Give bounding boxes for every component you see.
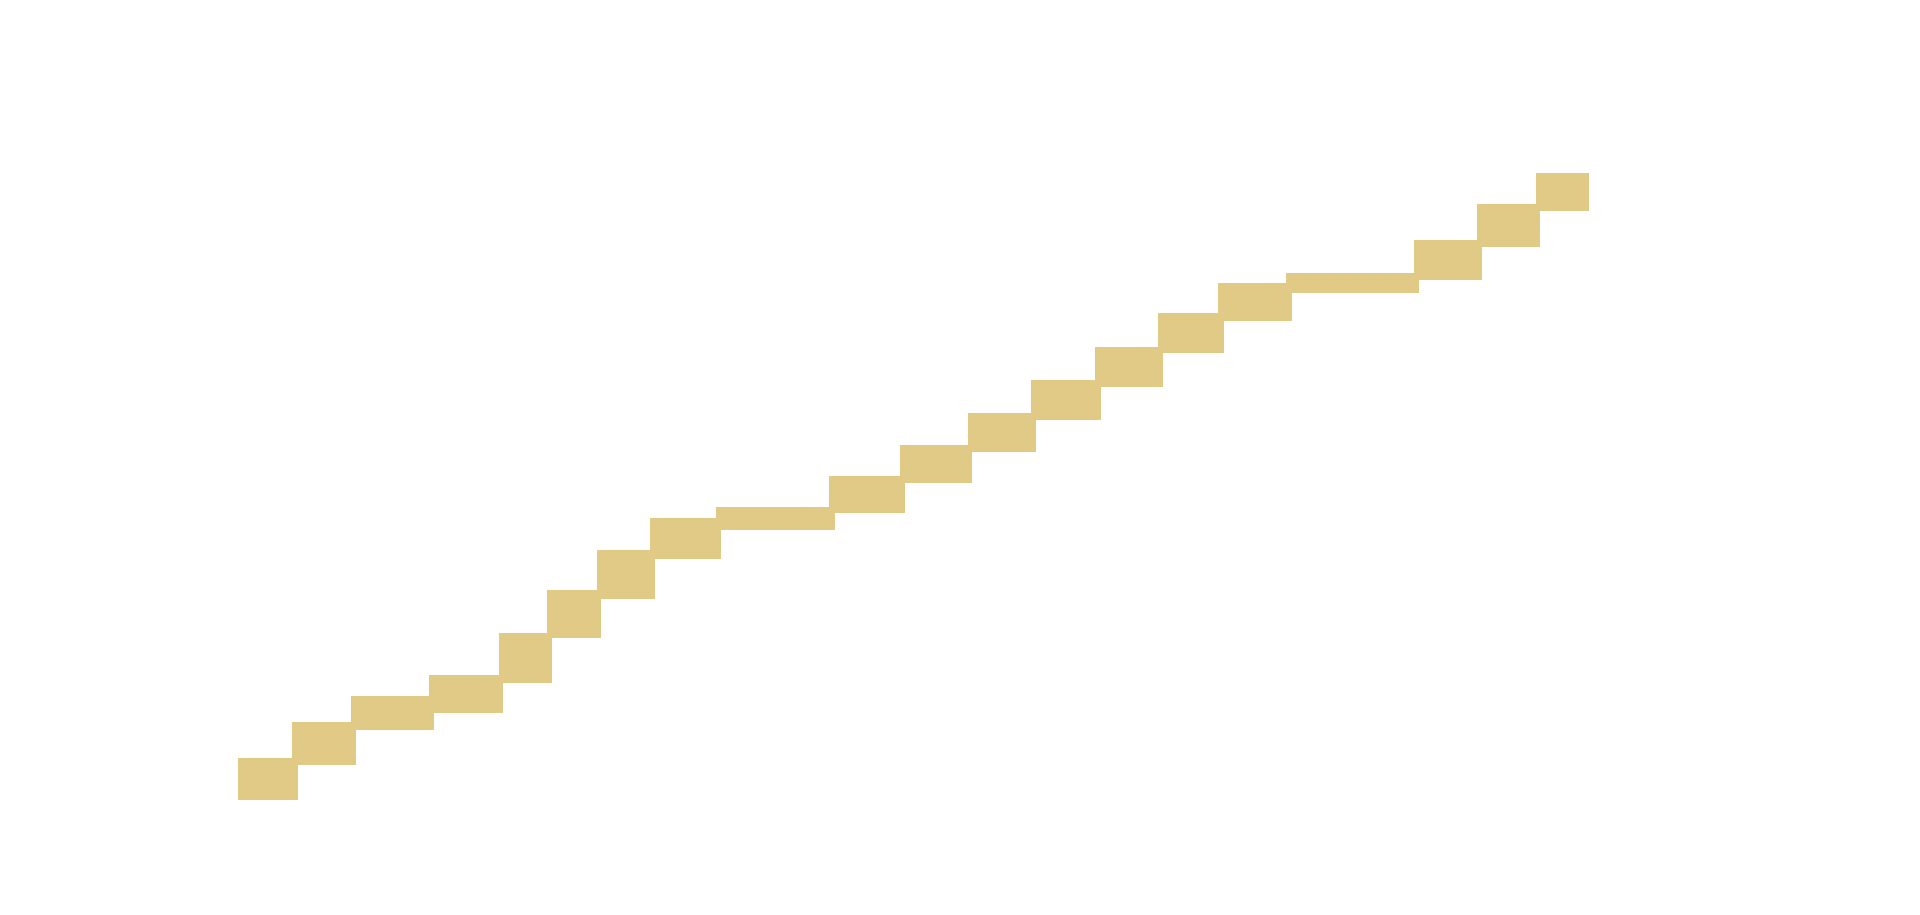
- pixel-block: [716, 507, 835, 530]
- pixel-block: [829, 476, 905, 513]
- pixel-block: [1477, 204, 1540, 247]
- pixel-block: [650, 518, 721, 559]
- pixel-block: [292, 722, 356, 765]
- pixel-block: [968, 413, 1036, 452]
- pixel-block: [1536, 173, 1589, 211]
- pixel-block: [1031, 380, 1101, 420]
- pixel-block: [1095, 347, 1163, 387]
- pixel-block: [499, 633, 552, 683]
- pixel-block: [1414, 240, 1482, 280]
- pixel-block: [1286, 273, 1419, 293]
- pixel-block: [429, 675, 503, 713]
- pixel-block: [351, 696, 434, 730]
- pixel-block: [597, 550, 655, 599]
- pixel-block: [1218, 283, 1292, 321]
- pixel-block: [238, 758, 298, 800]
- pixel-block: [547, 590, 601, 638]
- pixel-block: [900, 445, 972, 483]
- pixel-block: [1158, 313, 1224, 353]
